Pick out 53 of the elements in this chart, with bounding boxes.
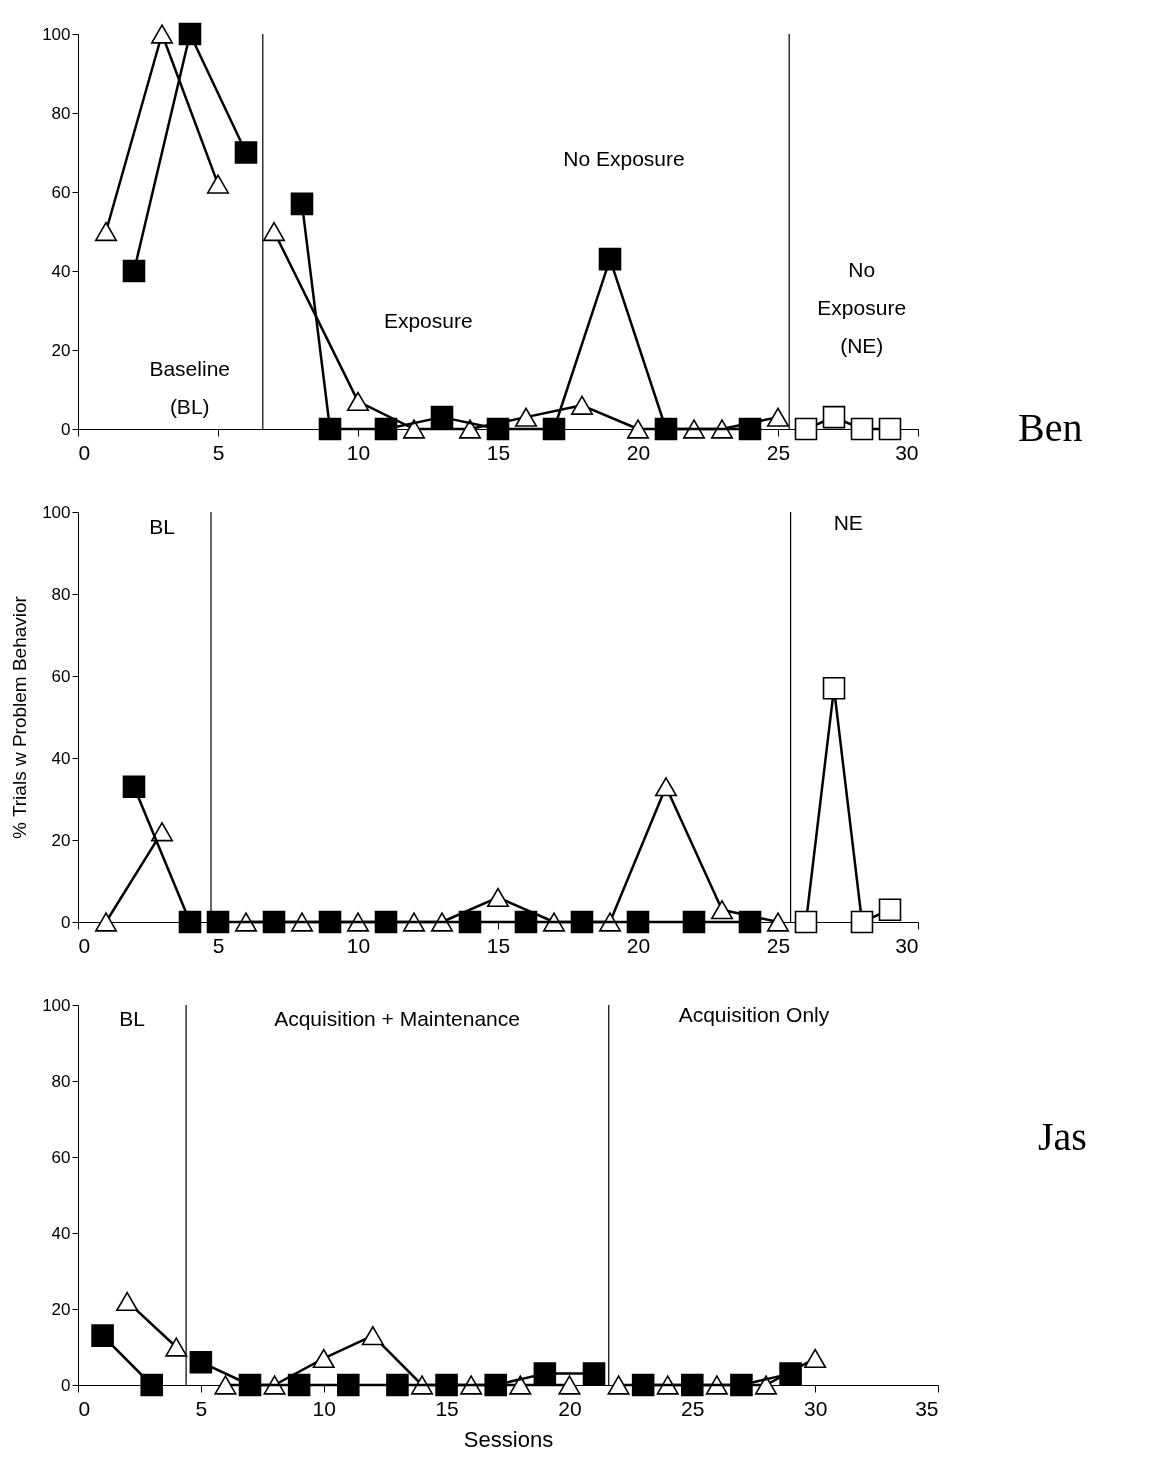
x-tick-label: 15 bbox=[486, 933, 511, 957]
text: Jas bbox=[1038, 1114, 1087, 1159]
annotation: Exposure bbox=[383, 309, 473, 333]
y-tick-label: 20 bbox=[51, 340, 71, 360]
annotation: BL bbox=[149, 515, 175, 539]
x-axis-title: Sessions bbox=[463, 1426, 554, 1452]
annotation: Acquisition + Maintenance bbox=[274, 1007, 520, 1031]
y-tick-label: 100 bbox=[42, 995, 71, 1015]
y-tick-label: 20 bbox=[51, 1299, 71, 1319]
x-tick-label: 5 bbox=[195, 1396, 208, 1420]
x-tick-label: 25 bbox=[766, 440, 791, 464]
x-tick-label: 20 bbox=[626, 440, 651, 464]
y-axis-title: % Trials w Problem Behavior bbox=[9, 595, 31, 839]
annotation: NE bbox=[833, 511, 863, 535]
x-tick-label: 10 bbox=[346, 440, 371, 464]
text: Ben bbox=[1018, 405, 1083, 450]
y-tick-label: 100 bbox=[42, 502, 71, 522]
x-tick-label: 0 bbox=[78, 933, 91, 957]
x-tick-label: 5 bbox=[212, 440, 225, 464]
y-tick-label: 80 bbox=[51, 1071, 71, 1091]
y-tick-label: 20 bbox=[51, 830, 71, 850]
x-tick-label: 5 bbox=[212, 933, 225, 957]
y-tick-label: 40 bbox=[51, 1223, 71, 1243]
y-tick-label: 80 bbox=[51, 103, 71, 123]
y-tick-label: 100 bbox=[42, 24, 71, 44]
y-tick-label: 60 bbox=[51, 1147, 71, 1167]
y-tick-label: 60 bbox=[51, 666, 71, 686]
x-tick-label: 10 bbox=[346, 933, 371, 957]
x-tick-label: 30 bbox=[803, 1396, 828, 1420]
y-tick-label: 40 bbox=[51, 748, 71, 768]
x-tick-label: 35 bbox=[915, 1396, 939, 1420]
x-tick-label: 15 bbox=[435, 1396, 459, 1420]
annotation: Acquisition Only bbox=[678, 1003, 830, 1027]
x-tick-label: 20 bbox=[626, 933, 651, 957]
x-tick-label: 30 bbox=[895, 440, 919, 464]
y-tick-label: 60 bbox=[51, 182, 71, 202]
x-tick-label: 20 bbox=[558, 1396, 582, 1420]
x-tick-label: 10 bbox=[312, 1396, 336, 1420]
x-tick-label: 25 bbox=[766, 933, 791, 957]
x-tick-label: 0 bbox=[78, 440, 91, 464]
x-tick-label: 0 bbox=[78, 1396, 91, 1420]
x-tick-label: 15 bbox=[486, 440, 511, 464]
annotation: Baseline (BL) bbox=[149, 356, 230, 418]
x-tick-label: 25 bbox=[681, 1396, 705, 1420]
y-tick-label: 0 bbox=[61, 1375, 71, 1395]
annotation: No Exposure (NE) bbox=[817, 258, 907, 357]
annotation: No Exposure bbox=[563, 147, 685, 171]
annotation: BL bbox=[119, 1007, 146, 1031]
y-tick-label: 40 bbox=[51, 261, 71, 281]
y-tick-label: 0 bbox=[61, 419, 71, 439]
y-tick-label: 0 bbox=[61, 912, 71, 932]
y-tick-label: 80 bbox=[51, 584, 71, 604]
x-tick-label: 30 bbox=[895, 933, 919, 957]
